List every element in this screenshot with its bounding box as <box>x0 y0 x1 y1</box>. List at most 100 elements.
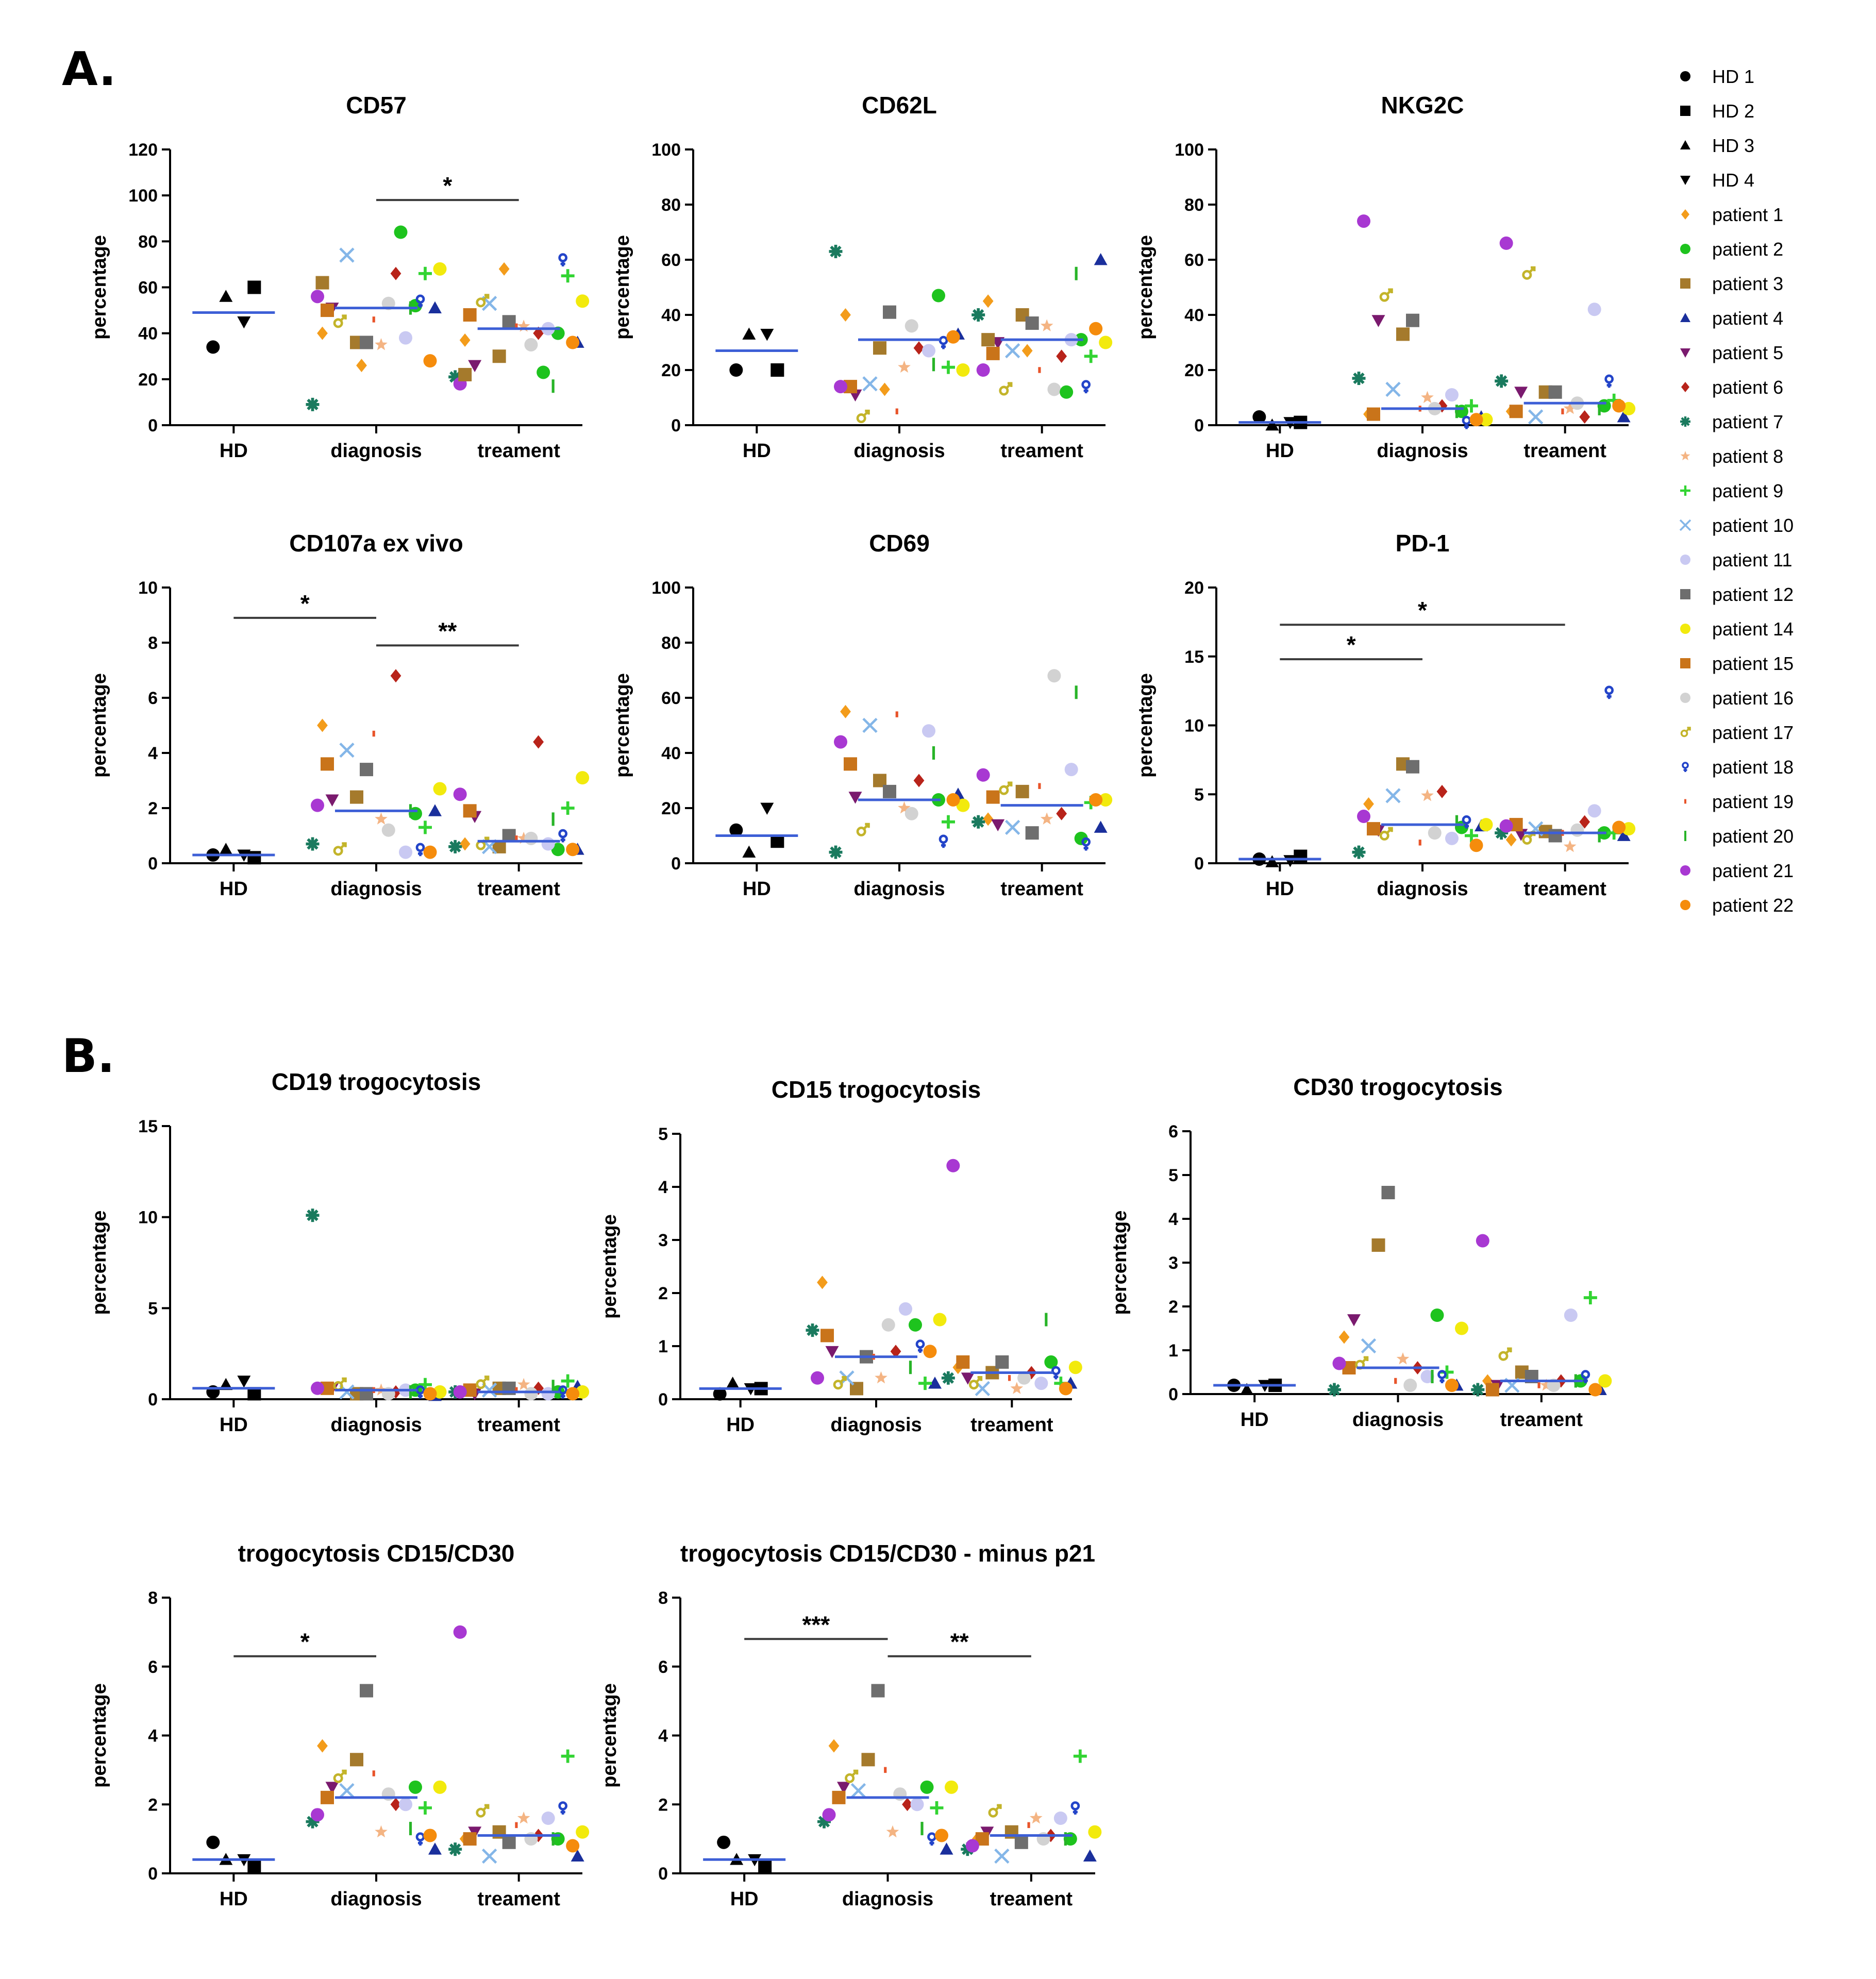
category-label: diagnosis <box>830 1414 922 1436</box>
data-point <box>971 815 985 829</box>
data-point <box>873 341 886 355</box>
data-point <box>871 1684 885 1698</box>
data-point <box>1445 388 1459 402</box>
data-point <box>415 1832 425 1846</box>
data-point <box>1583 1291 1597 1304</box>
chart-9: trogocytosis CD15/CD30 percentage 0 2 4 6 8 HD d… <box>89 1540 590 1910</box>
data-point <box>939 336 948 349</box>
y-tick-label: 0 <box>148 854 158 874</box>
data-point <box>428 804 442 816</box>
data-point <box>317 1739 328 1753</box>
legend-label: patient 1 <box>1712 204 1783 225</box>
data-point <box>1081 380 1091 394</box>
category-label: treament <box>1000 878 1083 900</box>
category-label: treament <box>1000 440 1083 462</box>
chart-8: CD30 trogocytosis percentage 0 1 2 3 4 5 6 HD diag… <box>1109 1074 1612 1431</box>
data-point <box>1564 1309 1578 1322</box>
data-point <box>1471 1383 1485 1397</box>
data-point <box>1056 807 1067 820</box>
data-point <box>524 1387 538 1401</box>
y-tick-label: 8 <box>658 1588 668 1608</box>
data-point <box>986 790 1000 804</box>
category-label: HD <box>220 878 248 900</box>
data-point <box>1379 827 1393 841</box>
data-point <box>476 1376 490 1389</box>
data-point <box>1073 1749 1087 1763</box>
data-point <box>372 316 375 323</box>
legend-label: patient 2 <box>1712 239 1783 260</box>
data-point <box>1462 415 1471 429</box>
legend-marker <box>1681 382 1689 392</box>
data-point <box>1357 810 1370 824</box>
legend-item: patient 6 <box>1681 377 1783 398</box>
data-point <box>517 831 530 844</box>
y-tick-label: 20 <box>138 370 158 390</box>
data-point <box>1044 1355 1058 1369</box>
data-point <box>372 730 375 737</box>
y-tick-label: 5 <box>658 1125 668 1144</box>
data-point <box>758 1859 772 1873</box>
data-point <box>317 326 328 340</box>
legend-item: patient 11 <box>1680 549 1792 571</box>
data-point <box>856 823 870 836</box>
chart-7: CD15 trogocytosis percentage 0 1 2 3 4 5 HD diagn… <box>599 1076 1082 1436</box>
data-point <box>1563 401 1577 414</box>
data-point <box>1089 793 1103 807</box>
data-point <box>806 1323 819 1337</box>
category-label: diagnosis <box>1352 1409 1444 1431</box>
y-axis-label: percentage <box>89 673 110 778</box>
data-point <box>247 280 261 294</box>
significance-label: ** <box>950 1629 969 1655</box>
data-point <box>459 333 471 347</box>
data-point <box>1617 829 1631 841</box>
data-point <box>1083 1849 1097 1861</box>
category-label: diagnosis <box>330 1888 422 1910</box>
data-point <box>1021 344 1033 358</box>
data-point <box>1047 669 1061 683</box>
data-point <box>360 763 373 777</box>
y-tick-label: 0 <box>148 1390 158 1410</box>
data-point <box>325 1782 339 1794</box>
legend-marker <box>1680 176 1690 185</box>
data-point <box>1068 1361 1082 1374</box>
y-tick-label: 4 <box>658 1178 668 1197</box>
y-tick-label: 5 <box>1168 1166 1178 1185</box>
data-point <box>935 1829 948 1842</box>
data-point <box>1455 815 1459 829</box>
legend-item: patient 1 <box>1681 204 1783 225</box>
legend-item: HD 1 <box>1680 66 1754 87</box>
data-point <box>879 382 890 396</box>
legend-label: HD 3 <box>1712 135 1754 156</box>
category-label: HD <box>1241 1409 1269 1431</box>
data-point <box>1005 819 1020 835</box>
data-point <box>566 843 580 857</box>
data-point <box>339 742 355 758</box>
data-point <box>1570 823 1584 837</box>
data-point <box>339 247 355 263</box>
data-point <box>1328 1383 1341 1397</box>
data-point <box>1430 1309 1444 1322</box>
data-point <box>1051 1366 1061 1380</box>
legend-marker <box>1680 900 1690 910</box>
data-point <box>956 798 970 812</box>
y-tick-label: 6 <box>1168 1122 1178 1142</box>
data-point <box>1455 1321 1468 1335</box>
data-point <box>1064 763 1078 777</box>
data-point <box>1396 327 1410 341</box>
y-tick-label: 6 <box>148 1657 158 1677</box>
y-tick-label: 60 <box>661 689 681 708</box>
y-tick-label: 80 <box>661 195 681 215</box>
data-point <box>890 1345 901 1359</box>
y-tick-label: 4 <box>148 744 158 763</box>
y-tick-label: 2 <box>148 1795 158 1815</box>
data-point <box>1005 343 1020 359</box>
y-tick-label: 15 <box>1184 647 1204 667</box>
y-tick-label: 2 <box>658 1795 668 1815</box>
data-point <box>1420 1370 1434 1383</box>
legend-item: patient 18 <box>1682 757 1794 778</box>
data-point <box>247 851 261 865</box>
data-point <box>932 289 945 303</box>
data-point <box>381 823 395 837</box>
data-point <box>476 294 490 308</box>
